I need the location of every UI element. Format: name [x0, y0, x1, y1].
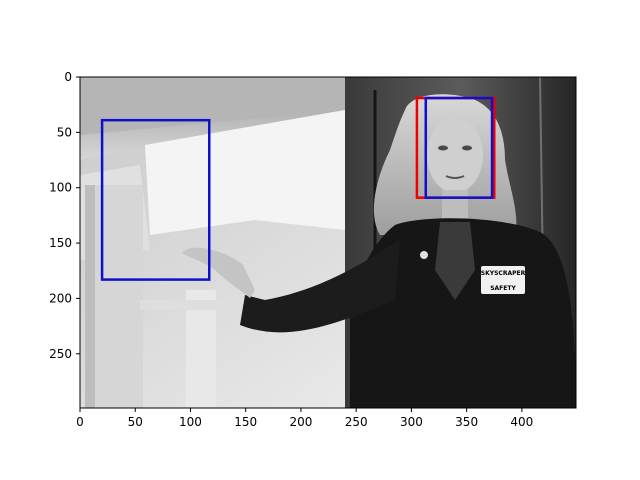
y-tick-label: 250: [49, 347, 72, 361]
ledge: [140, 300, 240, 310]
axes-frame: [79, 76, 577, 409]
y-tick-label: 50: [57, 125, 72, 139]
blue-box-face: [424, 96, 494, 199]
hand: [182, 247, 255, 298]
mouth: [445, 175, 465, 179]
y-tick-label: 0: [64, 70, 72, 84]
pointing-arm: [240, 240, 400, 333]
left-column-shade: [85, 185, 95, 408]
neck: [442, 190, 468, 220]
x-tick-label: 200: [289, 415, 312, 429]
y-tick-label: 100: [49, 181, 72, 195]
x-tick-label: 150: [234, 415, 257, 429]
right-eye: [462, 145, 472, 151]
x-tick-label: 50: [128, 415, 143, 429]
lapel-pin: [420, 251, 428, 259]
y-tick-label: 150: [49, 236, 72, 250]
badge-line1: SKYSCRAPER: [481, 270, 526, 277]
left-eye: [438, 145, 448, 151]
badge-line2: SAFETY: [490, 285, 516, 292]
bounding-boxes: [100, 96, 496, 281]
x-tick-label: 100: [179, 415, 202, 429]
y-axis: 0 50 100 150 200 250: [49, 70, 80, 361]
x-tick-label: 300: [400, 415, 423, 429]
y-tick-label: 200: [49, 291, 72, 305]
blue-box-hand: [100, 118, 211, 281]
jacket: [350, 218, 576, 408]
x-tick-label: 400: [510, 415, 533, 429]
ceiling-light-panel: [145, 110, 345, 235]
face: [427, 117, 483, 193]
x-tick-label: 350: [455, 415, 478, 429]
photo: SKYSCRAPER SAFETY: [80, 77, 576, 408]
x-tick-label: 250: [345, 415, 368, 429]
name-badge: SKYSCRAPER SAFETY: [481, 266, 526, 294]
x-tick-label: 0: [76, 415, 84, 429]
x-axis: 0 50 100 150 200 250 300 350 400: [76, 408, 533, 429]
blouse: [435, 222, 475, 300]
